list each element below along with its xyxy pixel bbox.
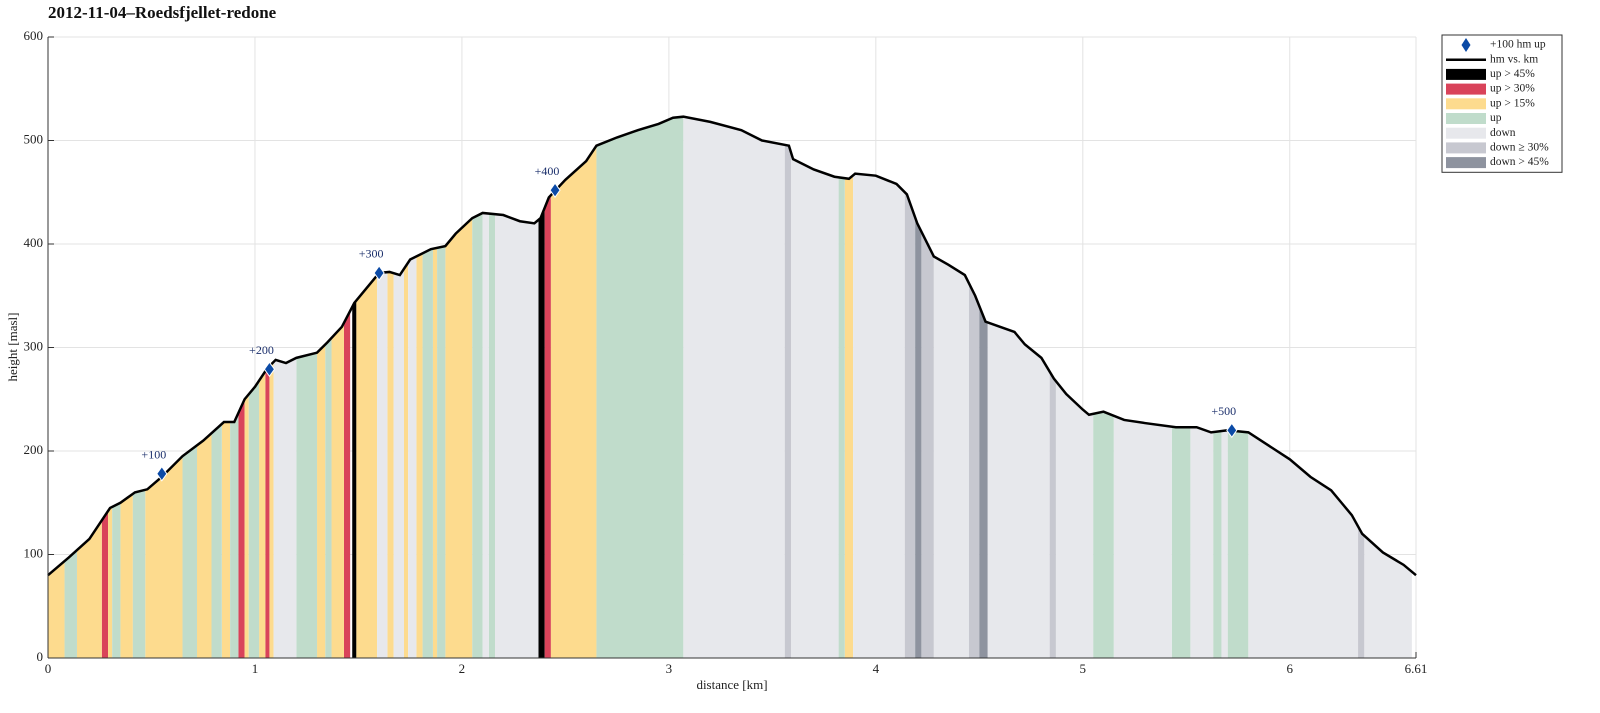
legend-label: up > 45% xyxy=(1490,68,1535,80)
slope-band xyxy=(538,116,545,658)
legend-swatch xyxy=(1446,142,1486,154)
slope-band xyxy=(683,116,785,658)
marker-label: +200 xyxy=(249,343,274,357)
slope-band xyxy=(933,116,969,658)
chart-title: 2012-11-04–Roedsfjellet-redone xyxy=(48,3,277,22)
marker-label: +500 xyxy=(1211,404,1236,418)
slope-band xyxy=(387,116,394,658)
x-tick-label: 6 xyxy=(1287,661,1294,676)
x-tick-label: 1 xyxy=(252,661,259,676)
slope-band xyxy=(331,116,344,658)
slope-band xyxy=(352,116,357,658)
y-tick-label: 200 xyxy=(24,442,44,457)
slope-band xyxy=(904,116,916,658)
legend-swatch xyxy=(1446,98,1486,110)
slope-band xyxy=(325,116,332,658)
legend-swatch xyxy=(1446,113,1486,124)
slope-band xyxy=(356,116,378,658)
y-tick-label: 0 xyxy=(37,649,44,664)
marker xyxy=(549,182,561,199)
x-tick-label: 6.61 xyxy=(1405,661,1428,676)
legend-swatch xyxy=(1446,157,1486,169)
slope-band xyxy=(445,116,473,658)
slope-band xyxy=(269,116,274,658)
x-tick-label: 4 xyxy=(873,661,880,676)
slope-band xyxy=(265,116,270,658)
legend-label: down ≥ 30% xyxy=(1490,142,1549,154)
slope-band xyxy=(393,116,404,658)
marker-label: +400 xyxy=(535,164,560,178)
slope-band xyxy=(403,116,409,658)
profile-line xyxy=(47,115,1417,577)
y-tick-label: 400 xyxy=(24,235,44,250)
legend-label: down > 45% xyxy=(1490,156,1549,168)
slope-band xyxy=(1049,116,1056,658)
slope-band xyxy=(544,116,551,658)
slope-band xyxy=(437,116,446,658)
marker-label: +100 xyxy=(141,448,166,462)
x-axis-label: distance [km] xyxy=(696,677,767,692)
slope-band xyxy=(482,116,489,658)
slope-band xyxy=(432,116,438,658)
marker xyxy=(373,265,385,281)
slope-band xyxy=(784,116,791,658)
legend-label: down xyxy=(1490,127,1516,139)
slope-band xyxy=(790,116,839,658)
slope-band xyxy=(472,116,483,658)
legend-label: up > 15% xyxy=(1490,97,1535,109)
marker xyxy=(263,361,276,378)
slope-band xyxy=(408,116,417,658)
legend-label: +100 hm up xyxy=(1490,39,1546,51)
slope-band xyxy=(979,116,988,658)
slope-band xyxy=(844,116,854,658)
x-tick-label: 0 xyxy=(45,661,52,676)
x-tick-label: 2 xyxy=(459,661,466,676)
y-tick-label: 100 xyxy=(24,545,44,560)
slope-band xyxy=(853,116,905,658)
slope-band xyxy=(259,116,266,658)
slope-band xyxy=(921,116,934,658)
slope-band xyxy=(343,116,351,658)
legend-label: up > 30% xyxy=(1490,83,1535,95)
marker xyxy=(156,465,168,482)
y-tick-label: 500 xyxy=(24,131,44,146)
x-tick-label: 5 xyxy=(1080,661,1087,676)
slope-band xyxy=(495,116,539,658)
slope-band xyxy=(377,116,388,658)
legend-label: hm vs. km xyxy=(1490,53,1538,65)
slope-band xyxy=(915,116,922,658)
slope-band xyxy=(596,116,684,658)
legend-swatch xyxy=(1446,68,1486,80)
slope-band xyxy=(416,116,423,658)
legend-label: up xyxy=(1490,112,1502,124)
y-tick-label: 600 xyxy=(24,28,44,43)
legend-marker xyxy=(1461,38,1471,52)
legend-swatch xyxy=(1446,127,1486,139)
slope-band xyxy=(838,116,845,658)
legend-swatch xyxy=(1446,83,1486,95)
slope-band xyxy=(422,116,433,658)
slope-band xyxy=(317,116,326,658)
slope-band xyxy=(488,116,496,658)
marker xyxy=(1226,422,1238,439)
marker-label: +300 xyxy=(359,247,384,261)
y-axis-label: height [masl] xyxy=(5,313,20,382)
slope-band xyxy=(968,116,980,658)
x-tick-label: 3 xyxy=(666,661,673,676)
y-tick-label: 300 xyxy=(24,338,44,353)
slope-band xyxy=(550,116,597,658)
